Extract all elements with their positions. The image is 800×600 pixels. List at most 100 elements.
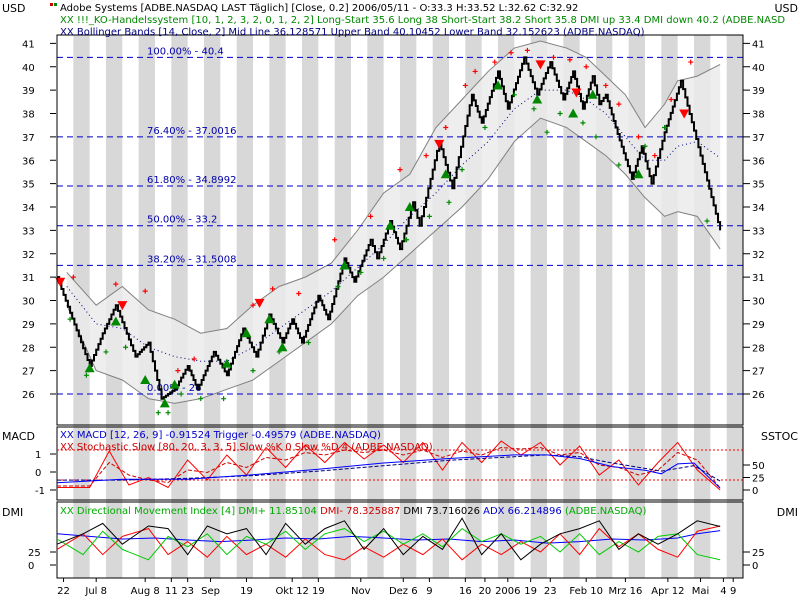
stop-marker-long: [123, 344, 129, 350]
time-stripe: [400, 35, 417, 578]
stop-marker-short: [443, 125, 449, 131]
short-signal-triangle: [117, 301, 128, 311]
stop-marker-long: [198, 396, 204, 402]
long-signal-triangle: [385, 220, 396, 230]
price-tick-label-left: 26: [22, 390, 35, 401]
stop-marker-short: [423, 153, 429, 159]
stop-marker-short: [492, 59, 498, 65]
corner-label-top-right: USD: [774, 2, 798, 15]
stop-marker-short: [368, 213, 374, 219]
stop-marker-long: [404, 237, 410, 243]
dmi-panel-frame: [56, 501, 744, 579]
time-tick-label: Aug 8: [131, 586, 160, 597]
stop-marker-short: [113, 281, 119, 287]
stop-marker-long: [557, 111, 563, 116]
time-stripe: [236, 35, 253, 578]
stop-marker-long: [335, 283, 341, 289]
stoch-tick-label: 50: [752, 461, 765, 472]
price-tick-label-right: 38: [752, 110, 765, 121]
stop-marker-long: [482, 125, 488, 131]
dmi-legend-part: XX Directional Movement Index [4] DMI+ 1…: [60, 506, 317, 517]
time-tick-label: 19: [240, 586, 253, 597]
price-tick-label-left: 34: [22, 203, 35, 214]
dmi-legend-part: DMI- 78.325887: [317, 506, 400, 517]
time-tick-label: 22: [57, 586, 70, 597]
price-tick-label-right: 27: [752, 367, 765, 378]
macd-tick-label: 0: [35, 468, 41, 479]
bollinger-lower-line: [66, 117, 721, 404]
long-signal-triangle: [84, 363, 95, 373]
price-tick-label-left: 30: [22, 297, 35, 308]
price-tick-label-left: 33: [22, 226, 35, 237]
price-tick-label-left: 31: [22, 273, 35, 284]
dmi-legend: XX Directional Movement Index [4] DMI+ 1…: [60, 506, 646, 517]
dmi-line: [56, 517, 721, 561]
time-tick-label: Nov: [351, 586, 371, 597]
macd-line: [56, 454, 721, 489]
stop-marker-short: [250, 302, 256, 308]
time-tick-label: 4: [720, 586, 726, 597]
fib-level-label: 61.80% - 34.8992: [147, 175, 236, 186]
short-signal-triangle: [535, 60, 546, 70]
stop-marker-short: [652, 153, 658, 159]
stop-marker-long: [276, 349, 282, 355]
stop-marker-short: [616, 101, 622, 107]
chart-header-line: XX Bollinger Bands [14, Close, 2] Mid Li…: [60, 27, 645, 38]
short-signal-triangle: [571, 88, 582, 98]
stop-marker-long: [221, 396, 227, 402]
corner-label-sstoc: SSTOC: [761, 430, 798, 443]
price-panel-frame: [56, 34, 744, 426]
dmi-tick-label-left: 0: [28, 561, 34, 572]
stop-marker-long: [83, 372, 89, 378]
time-stripe: [530, 35, 547, 578]
stop-marker-short: [70, 274, 76, 280]
price-tick-label-left: 40: [22, 63, 35, 74]
stop-marker-long: [662, 125, 668, 131]
dmi-tick-label-left: 25: [28, 548, 41, 559]
time-tick-label: 16: [459, 586, 472, 597]
short-signal-triangle: [679, 109, 690, 119]
fib-level-label: 50.00% - 33.2: [147, 215, 217, 226]
price-tick-label-left: 29: [22, 320, 35, 331]
stop-marker-long: [178, 391, 184, 397]
time-tick-label: Mrz 16: [608, 586, 642, 597]
time-stripe: [563, 35, 580, 578]
chart-header-line: Adobe Systems [ADBE.NASDAQ LAST Täglich]…: [60, 3, 578, 14]
time-tick-label: 9: [730, 586, 736, 597]
stop-marker-short: [583, 64, 589, 70]
time-stripe: [596, 35, 613, 578]
dmi-legend-part: ADX 66.214896: [480, 506, 562, 517]
short-signal-triangle: [55, 277, 66, 287]
time-stripe: [498, 35, 515, 578]
time-tick-label: 9: [426, 586, 432, 597]
stoch-k-line: [57, 440, 721, 491]
dmi-tick-label-right: 25: [752, 548, 765, 559]
price-tick-label-left: 36: [22, 156, 35, 167]
stop-marker-short: [397, 167, 403, 173]
price-tick-label-right: 41: [752, 39, 765, 50]
dmi-minus-line: [56, 525, 721, 561]
long-signal-triangle: [568, 108, 579, 118]
price-tick-label-right: 31: [752, 273, 765, 284]
stop-marker-short: [603, 82, 609, 88]
stop-marker-long: [103, 349, 109, 355]
stop-marker-short: [142, 288, 148, 294]
stop-marker-short: [332, 237, 338, 243]
long-signal-triangle: [404, 202, 415, 211]
stop-marker-short: [688, 59, 694, 65]
time-stripe: [138, 35, 155, 578]
price-tick-label-right: 36: [752, 156, 765, 167]
long-signal-triangle: [493, 80, 503, 90]
stop-marker-short: [175, 368, 181, 374]
fib-level-label: 100.00% - 40.4: [147, 46, 224, 57]
long-signal-triangle: [241, 328, 252, 338]
short-signal-triangle: [254, 298, 265, 308]
price-tick-label-left: 37: [22, 133, 35, 144]
stop-marker-long: [155, 410, 161, 416]
stop-marker-short: [508, 50, 514, 56]
long-signal-triangle: [264, 314, 275, 324]
long-signal-triangle: [633, 169, 644, 179]
price-tick-label-right: 39: [752, 86, 765, 97]
